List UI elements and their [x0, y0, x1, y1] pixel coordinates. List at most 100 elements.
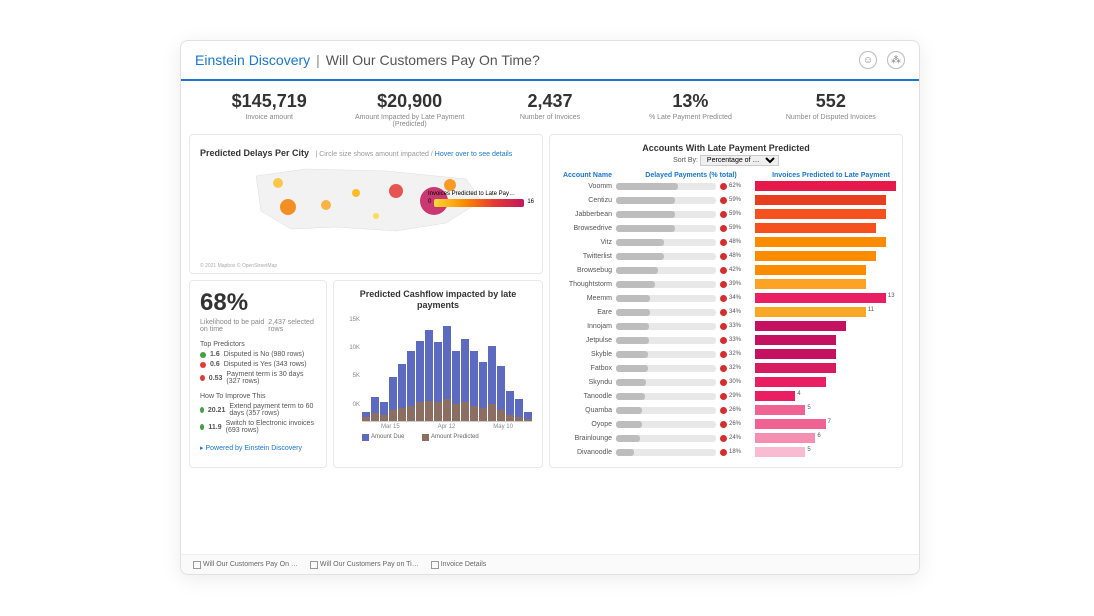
kpi-label: % Late Payment Predicted: [620, 114, 760, 121]
delayed-pct: 59%: [729, 211, 749, 217]
account-name: Tanoodle: [556, 393, 616, 400]
status-dot-icon: [720, 365, 727, 372]
bar: [497, 366, 505, 421]
account-name: Brainlounge: [556, 435, 616, 442]
accounts-title: Accounts With Late Payment Predicted: [556, 143, 896, 153]
account-name: Jabberbean: [556, 211, 616, 218]
bar: [488, 346, 496, 421]
status-dot-icon: [720, 337, 727, 344]
bar: [515, 399, 523, 421]
bar: [389, 377, 397, 421]
delayed-pct: 48%: [729, 239, 749, 245]
sheet-tab[interactable]: Invoice Details: [431, 561, 487, 569]
account-name: Skyble: [556, 351, 616, 358]
kpi-value: 13%: [620, 91, 760, 112]
kpi-label: Invoice amount: [199, 114, 339, 121]
likelihood-percent: 68%: [200, 289, 316, 317]
invoice-bar: [755, 321, 846, 331]
delayed-bar: [616, 253, 716, 260]
map-hover-link[interactable]: Hover over to see details: [435, 151, 512, 158]
predictor-line: 0.6 Disputed is Yes (343 rows): [200, 361, 316, 368]
table-row[interactable]: Skyndu30%: [556, 375, 896, 389]
kpi-value: 2,437: [480, 91, 620, 112]
table-row[interactable]: Jetpulse33%: [556, 333, 896, 347]
delayed-bar: [616, 323, 716, 330]
delayed-bar: [616, 379, 716, 386]
map-bubble[interactable]: [444, 179, 456, 191]
bar: [443, 326, 451, 421]
table-row[interactable]: Brainlounge24%6: [556, 431, 896, 445]
map-bubble[interactable]: [280, 199, 296, 215]
invoice-bar: [755, 405, 805, 415]
account-name: Divanoodle: [556, 449, 616, 456]
status-dot-icon: [720, 309, 727, 316]
table-row[interactable]: Innojam33%: [556, 319, 896, 333]
kpi-value: $145,719: [199, 91, 339, 112]
status-dot-icon: [720, 407, 727, 414]
table-row[interactable]: Twitterlist48%: [556, 249, 896, 263]
bar: [434, 342, 442, 420]
map-bubble[interactable]: [373, 213, 379, 219]
status-dot-icon: [720, 323, 727, 330]
status-dot-icon: [720, 239, 727, 246]
invoice-bar: [755, 391, 795, 401]
delayed-bar: [616, 449, 716, 456]
table-row[interactable]: Jabberbean 59%: [556, 207, 896, 221]
invoice-bar: [755, 377, 826, 387]
sheet-tab[interactable]: Will Our Customers Pay on Ti…: [310, 561, 419, 569]
bar: [524, 412, 532, 421]
sheet-tab[interactable]: Will Our Customers Pay On …: [193, 561, 298, 569]
table-row[interactable]: Browsedrive59%: [556, 221, 896, 235]
account-name: Vitz: [556, 239, 616, 246]
map-legend: Invoices Predicted to Late Pay… 0 16: [428, 191, 534, 207]
table-row[interactable]: Oyope26%7: [556, 417, 896, 431]
account-name: Eare: [556, 309, 616, 316]
einstein-icon[interactable]: ☺: [859, 51, 877, 69]
invoice-bar: [755, 447, 805, 457]
title-separator: |: [316, 52, 320, 68]
delayed-pct: 33%: [729, 323, 749, 329]
sheet-tabs: Will Our Customers Pay On … Will Our Cust…: [181, 554, 919, 574]
predictor-dot-icon: [200, 375, 205, 381]
table-row[interactable]: Divanoodle18%5: [556, 445, 896, 459]
status-dot-icon: [720, 281, 727, 288]
status-dot-icon: [720, 267, 727, 274]
table-row[interactable]: Centizu59%: [556, 193, 896, 207]
table-row[interactable]: Skyble32%: [556, 347, 896, 361]
sort-label: Sort By:: [673, 157, 698, 164]
map-bubble[interactable]: [389, 184, 403, 198]
table-row[interactable]: Vitz 48%: [556, 235, 896, 249]
kpi-row: $145,719Invoice amount$20,900Amount Impa…: [181, 81, 919, 134]
delayed-bar: [616, 197, 716, 204]
likelihood-rows: 2,437 selected rows: [268, 319, 316, 333]
table-row[interactable]: Eare34%11: [556, 305, 896, 319]
map-bubble[interactable]: [321, 200, 331, 210]
status-dot-icon: [720, 421, 727, 428]
table-row[interactable]: Browsebug42%: [556, 263, 896, 277]
account-name: Twitterlist: [556, 253, 616, 260]
bar: [380, 402, 388, 420]
delayed-bar: [616, 295, 716, 302]
kpi-label: Amount Impacted by Late Payment (Predict…: [339, 114, 479, 128]
dashboard-window: Einstein Discovery | Will Our Customers …: [180, 40, 920, 575]
sort-select[interactable]: Percentage of …: [700, 155, 779, 166]
table-row[interactable]: Quamba26%5: [556, 403, 896, 417]
settings-icon[interactable]: ⁂: [887, 51, 905, 69]
powered-by-link[interactable]: ▸ Powered by Einstein Discovery: [200, 444, 316, 452]
table-row[interactable]: Tanoodle29%4: [556, 389, 896, 403]
delayed-pct: 59%: [729, 225, 749, 231]
status-dot-icon: [720, 449, 727, 456]
sheet-icon: [193, 561, 201, 569]
map-card: Predicted Delays Per City | Circle size …: [189, 134, 543, 274]
invoice-bar: [755, 223, 876, 233]
table-row[interactable]: Meemm34%13: [556, 291, 896, 305]
table-row[interactable]: Thoughtstorm39%: [556, 277, 896, 291]
table-row[interactable]: Voomm62%: [556, 179, 896, 193]
account-name: Quamba: [556, 407, 616, 414]
bar: [425, 330, 433, 421]
table-row[interactable]: Fatbox32%: [556, 361, 896, 375]
delayed-bar: [616, 435, 716, 442]
map-bubble[interactable]: [352, 189, 360, 197]
map-bubble[interactable]: [273, 178, 283, 188]
delayed-bar: [616, 337, 716, 344]
